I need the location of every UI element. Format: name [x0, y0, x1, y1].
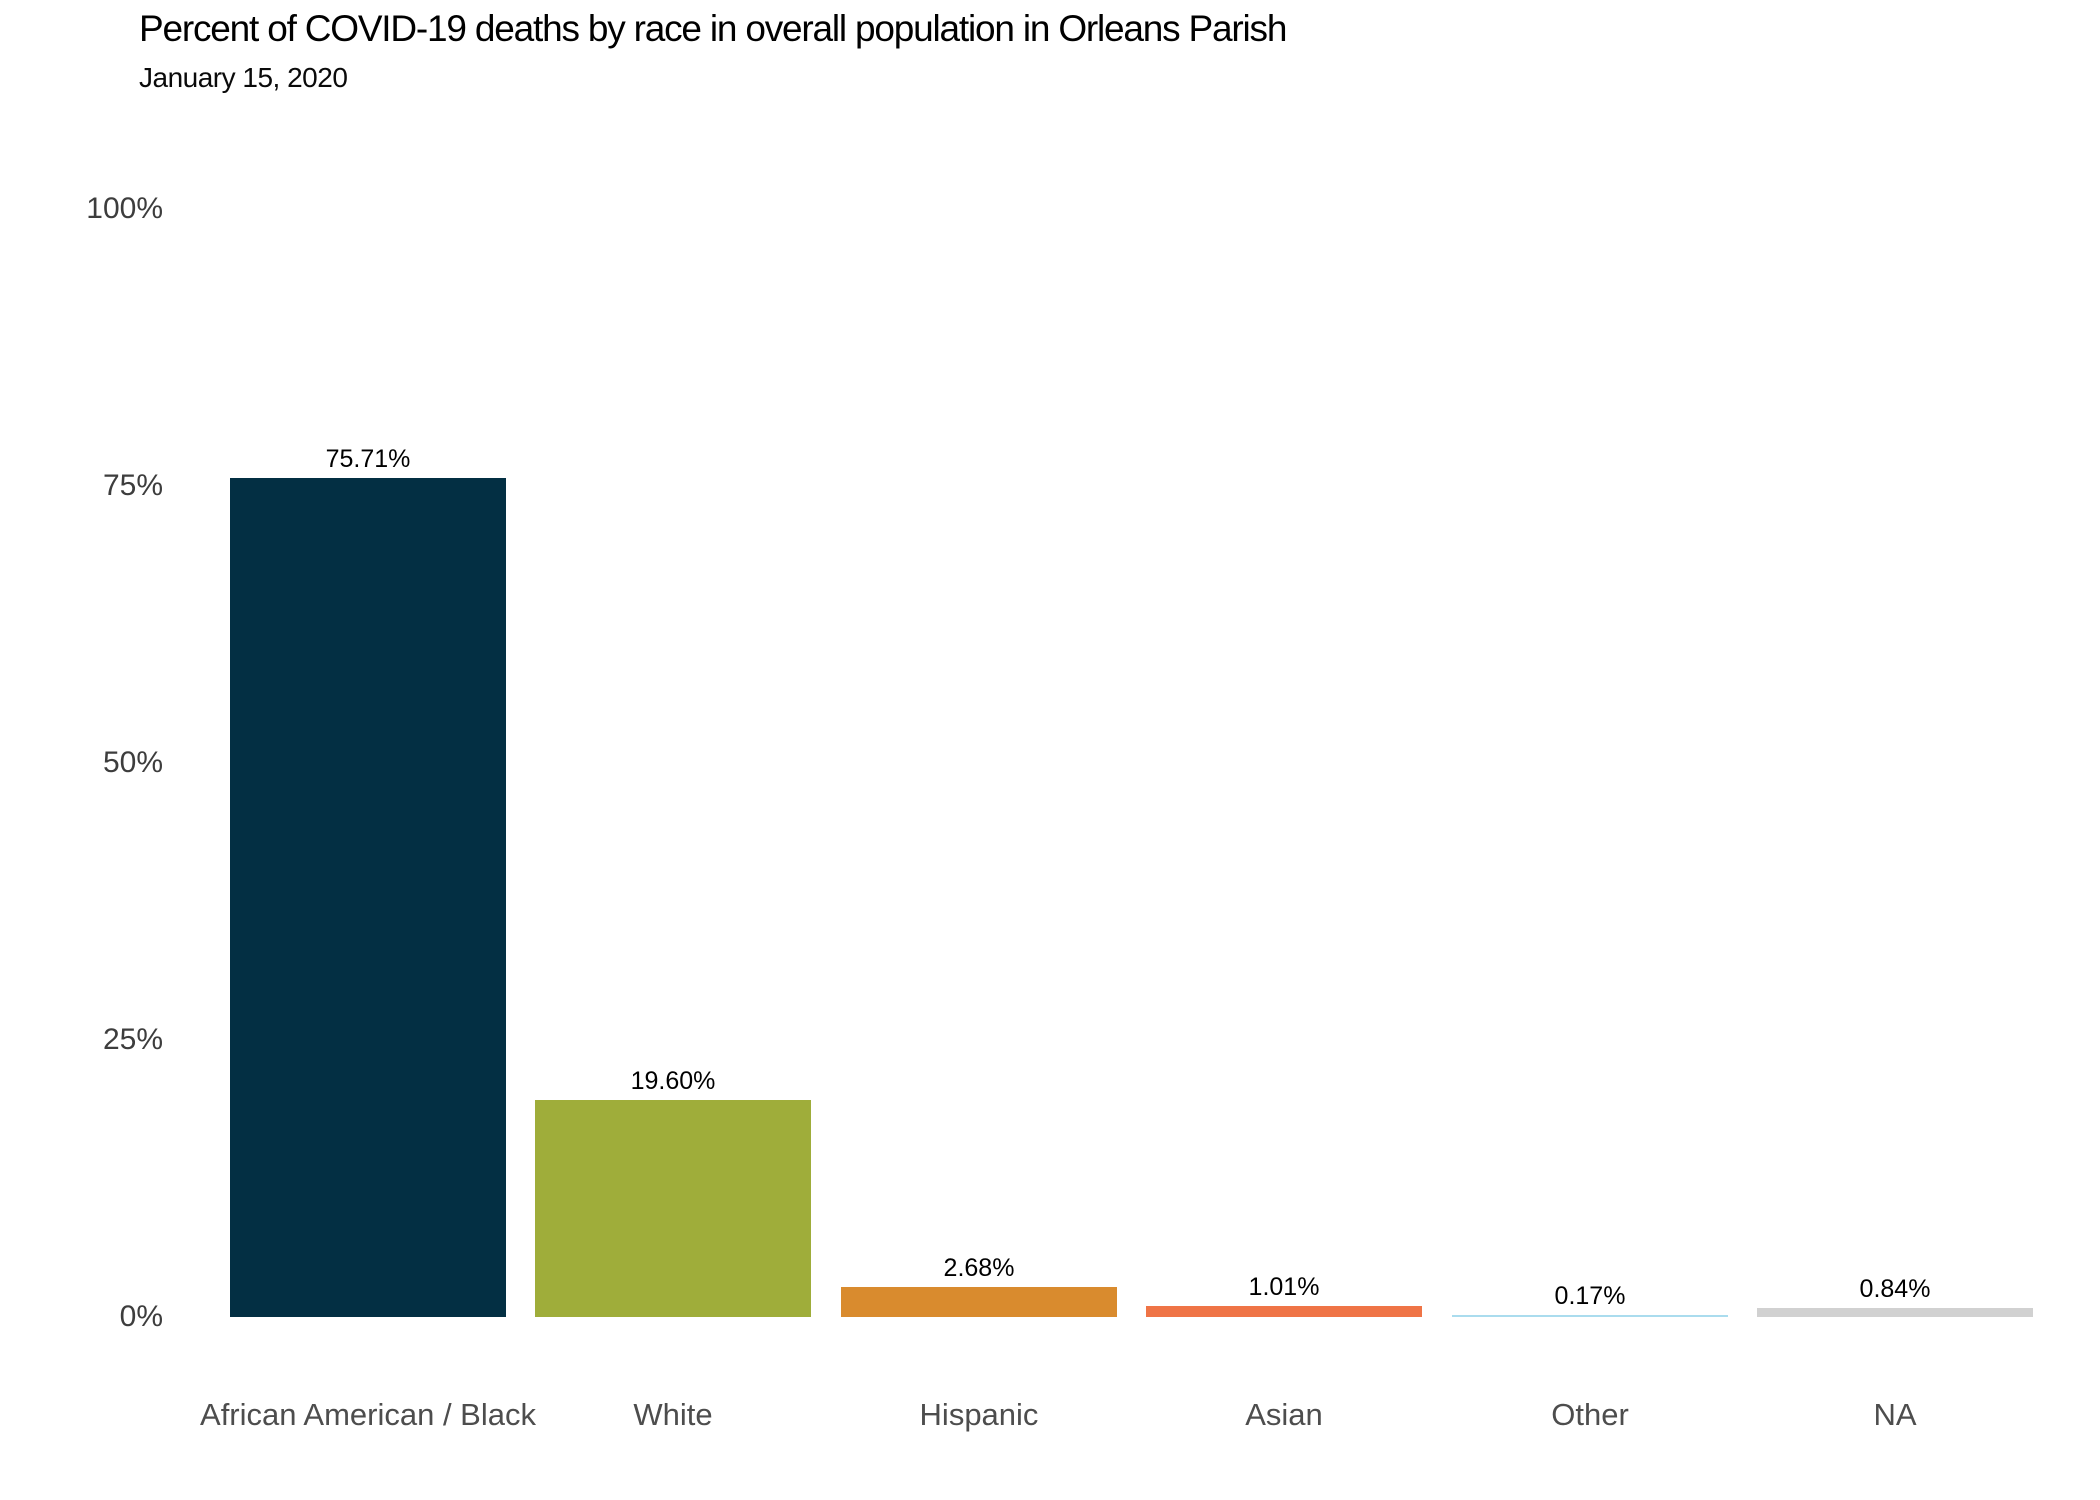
x-axis-category-label-na: NA	[1873, 1397, 1917, 1432]
bar-value-label: 1.01%	[1248, 1273, 1320, 1301]
bar-hispanic[interactable]	[841, 1287, 1117, 1317]
bar-african-american-black[interactable]	[230, 478, 506, 1317]
bar-value-label: 0.17%	[1554, 1282, 1626, 1310]
y-axis-tick-label: 25%	[102, 1023, 163, 1056]
x-axis-category-label-white: White	[633, 1397, 713, 1432]
x-axis-category-label-asian: Asian	[1245, 1397, 1323, 1432]
y-axis-tick-label: 75%	[102, 469, 163, 502]
bar-value-label: 19.60%	[630, 1067, 716, 1095]
bar-asian[interactable]	[1146, 1306, 1422, 1317]
x-axis-category-label-hispanic: Hispanic	[919, 1397, 1039, 1432]
bar-value-label: 0.84%	[1859, 1275, 1931, 1303]
y-axis-tick-label: 0%	[119, 1300, 163, 1333]
y-axis-tick-label: 50%	[102, 746, 163, 779]
x-axis-category-label-african-american-black: African American / Black	[200, 1397, 536, 1432]
bar-na[interactable]	[1757, 1308, 2033, 1317]
bar-value-label: 2.68%	[943, 1254, 1015, 1282]
chart-title: Percent of COVID-19 deaths by race in ov…	[139, 8, 1287, 49]
bar-white[interactable]	[535, 1100, 811, 1317]
bar-value-label: 75.71%	[325, 445, 411, 473]
x-axis-category-label-other: Other	[1551, 1397, 1629, 1432]
chart-subtitle: January 15, 2020	[139, 62, 348, 93]
bar-other[interactable]	[1452, 1315, 1728, 1317]
y-axis-tick-label: 100%	[86, 192, 163, 225]
